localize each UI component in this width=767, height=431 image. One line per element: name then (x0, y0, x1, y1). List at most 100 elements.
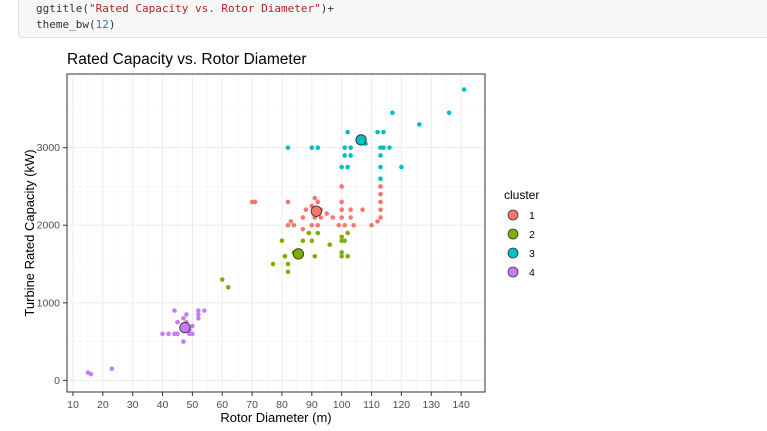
cluster-4-point (181, 316, 186, 321)
cluster-3-point (342, 145, 347, 150)
cluster-1-point (378, 184, 383, 189)
cluster-1-point (309, 222, 315, 228)
cluster-1-point (339, 207, 344, 213)
x-axis-title: Rotor Diameter (m) (220, 410, 331, 425)
cluster-1-point (378, 199, 383, 205)
cluster-1-point (336, 222, 342, 228)
code-string-title: "Rated Capacity vs. Rotor Diameter" (88, 2, 321, 15)
code-function-theme-bw: theme_bw( (36, 18, 96, 31)
cluster-2-point (300, 238, 306, 244)
legend-label-cluster-2: 2 (529, 229, 535, 241)
cluster-4-point (190, 331, 195, 337)
cluster-2-point (339, 253, 344, 259)
cluster-1-point (330, 215, 336, 220)
x-tick-label: 140 (452, 399, 470, 411)
legend-key-cluster-3 (507, 247, 519, 259)
code-close-paren: ) (108, 18, 116, 31)
cluster-2-point (306, 230, 312, 236)
x-tick-label: 90 (306, 399, 318, 411)
cluster-1-point (375, 219, 380, 224)
cluster-3-point (390, 110, 395, 116)
cluster-4-point (202, 308, 207, 313)
x-tick-label: 110 (363, 399, 380, 411)
cluster-1-point (360, 207, 365, 213)
major-gridlines (67, 74, 485, 392)
cluster-1-point (342, 222, 347, 228)
cluster-3-point (315, 145, 321, 150)
cluster-4-point (184, 312, 189, 317)
cluster-1-point (300, 226, 306, 232)
code-line-ggtitle: ggtitle("Rated Capacity vs. Rotor Diamet… (36, 2, 334, 15)
cluster-4-point (175, 331, 180, 337)
minor-gridlines (67, 74, 485, 392)
cluster-2-centroid (292, 248, 305, 260)
cluster-2-point (282, 253, 288, 259)
code-line-theme: theme_bw(12) (36, 18, 115, 31)
cluster-3-point (339, 164, 344, 170)
y-tick-label: 2000 (37, 220, 61, 232)
cluster-3-point (378, 176, 383, 182)
y-axis-title: Turbine Rated Capacity (kW) (22, 149, 37, 316)
cluster-centroids (179, 134, 367, 334)
legend-key-cluster-2 (507, 228, 519, 240)
cluster-1-point (348, 215, 353, 220)
cluster-4-point (109, 366, 115, 372)
y-tick-label: 1000 (37, 297, 61, 309)
x-axis-ticks: 10 20 30 40 50 60 70 80 90 100 110 120 130 140 (67, 392, 470, 411)
cluster-1-point (303, 207, 309, 213)
code-number-base-size: 12 (95, 18, 109, 31)
cluster-1-point (315, 199, 321, 205)
cluster-2-point (225, 284, 231, 290)
legend-label-cluster-3: 3 (529, 248, 535, 260)
cluster-4-point (175, 319, 180, 325)
cluster-3-point (446, 110, 452, 116)
cluster-4-point (196, 316, 201, 321)
cluster-1-point (324, 211, 330, 216)
cluster-2-point (339, 250, 344, 255)
cluster-3-point (417, 122, 422, 127)
cluster-3-point (375, 129, 380, 135)
cluster-1-centroid (310, 205, 322, 217)
cluster-2-point (315, 230, 321, 236)
cluster-2-point (342, 238, 347, 244)
cluster-3-point (387, 145, 392, 150)
cluster-4-point (190, 323, 195, 329)
code-function-ggtitle: ggtitle( (36, 2, 89, 15)
x-tick-label: 120 (393, 399, 411, 411)
cluster-1-point (339, 215, 344, 220)
cluster-2-point (312, 253, 318, 259)
cluster-3-point (381, 145, 386, 150)
cluster-1-point (318, 215, 324, 220)
cluster-4-point (88, 371, 94, 377)
chart-title: Rated Capacity vs. Rotor Diameter (67, 51, 306, 68)
cluster-1-point (378, 191, 383, 197)
cluster-1-point (369, 222, 374, 228)
y-axis-ticks: 0 1000 2000 3000 (37, 142, 67, 387)
cluster-4-point (160, 331, 165, 337)
cluster-1-point (288, 219, 294, 224)
cluster-3-point (345, 164, 350, 170)
cluster-2-point (285, 269, 291, 275)
cluster-4-centroid (179, 321, 191, 334)
cluster-1-point (285, 199, 291, 205)
x-tick-label: 30 (127, 399, 139, 411)
code-cell[interactable]: ggtitle("Rated Capacity vs. Rotor Diamet… (18, 0, 767, 38)
legend-title: cluster (504, 188, 539, 202)
cluster-2-point (327, 242, 333, 247)
cluster-3-point (378, 153, 383, 158)
cluster-3-point (345, 129, 350, 135)
code-operator-plus: )+ (320, 2, 335, 15)
cluster-3-point (381, 129, 386, 135)
cluster-3-point (342, 153, 347, 158)
plot-panel (67, 74, 485, 392)
legend-key-cluster-4 (507, 266, 519, 278)
data-points (85, 87, 467, 377)
cluster-4-point (172, 308, 177, 313)
cluster-1-point (378, 215, 383, 220)
x-tick-label: 100 (333, 399, 351, 411)
cluster-1-point (285, 222, 291, 228)
cluster-3-point (348, 145, 353, 150)
cluster-1-point (348, 207, 353, 213)
legend-label-cluster-4: 4 (529, 267, 535, 279)
